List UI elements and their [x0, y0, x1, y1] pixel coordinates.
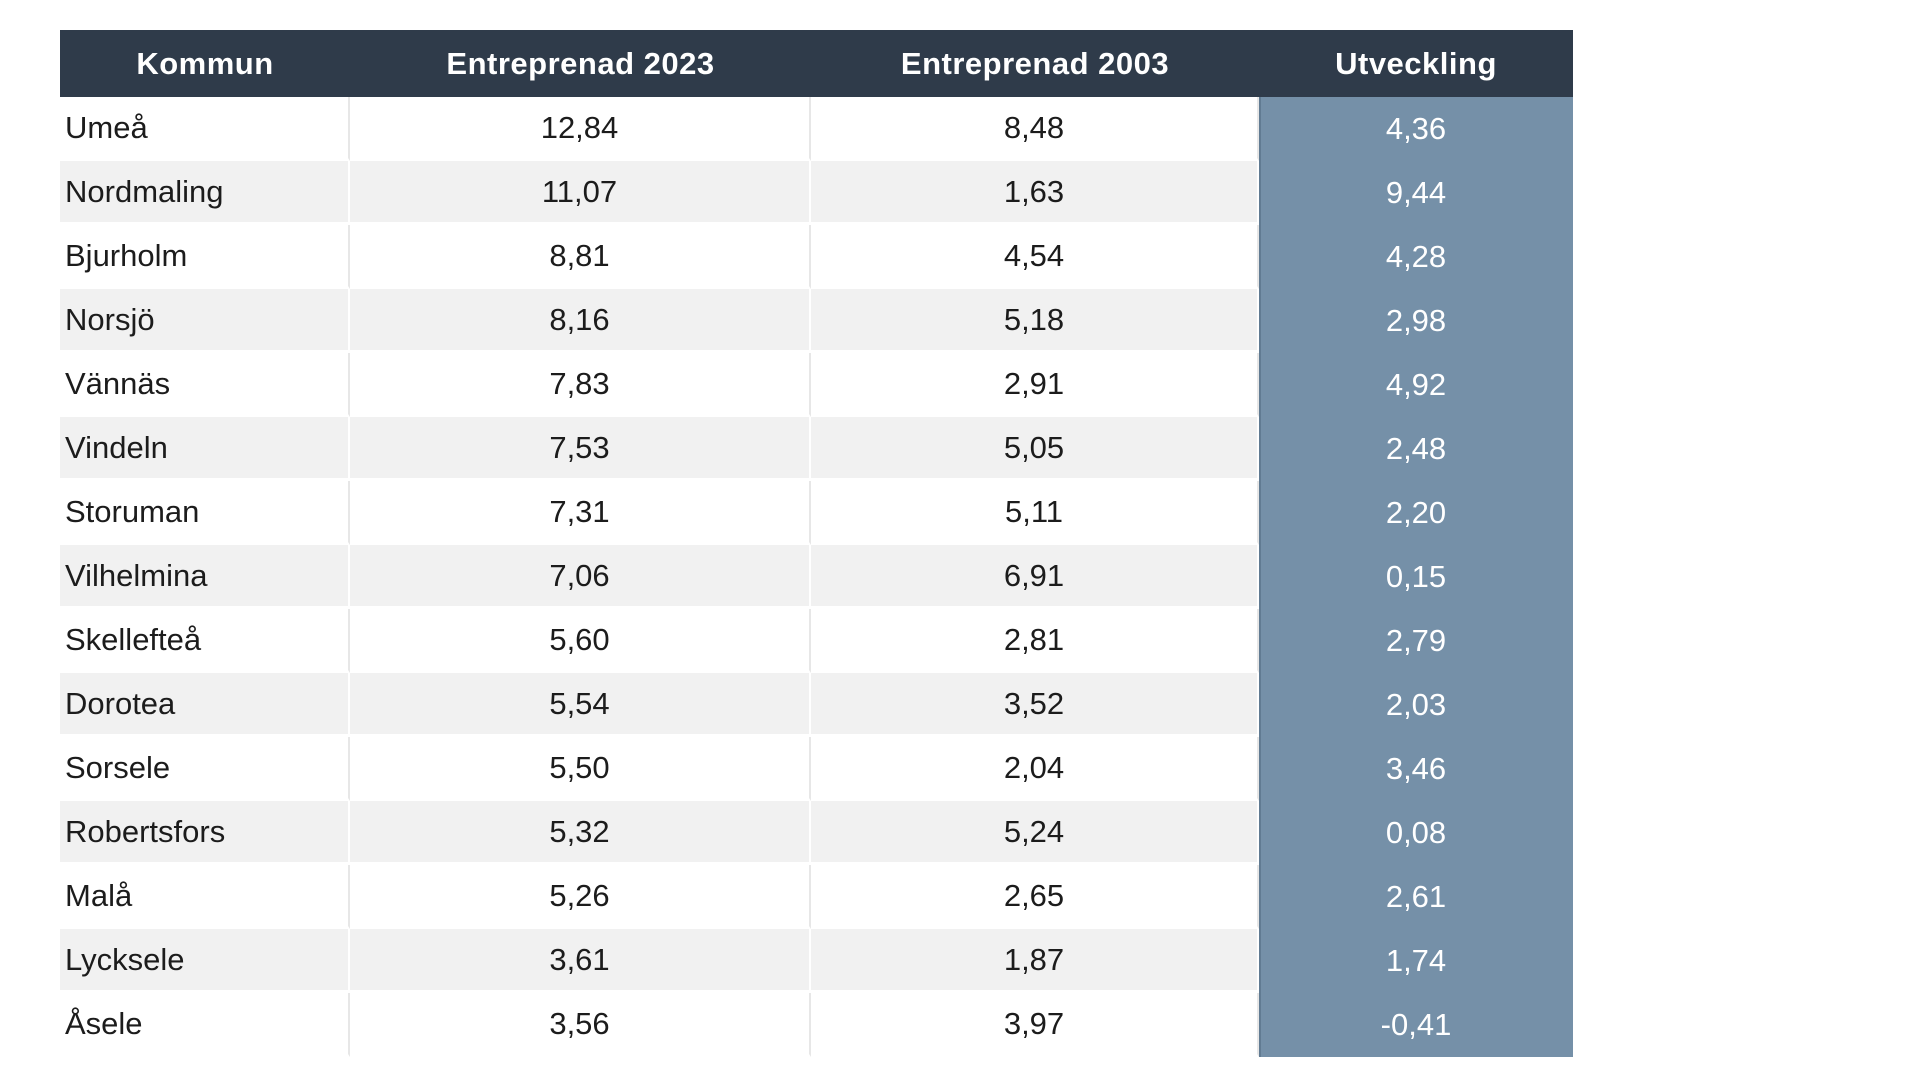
table-row: Nordmaling 11,07 1,63 9,44: [60, 161, 1573, 225]
cell-entreprenad-2003: 6,91: [811, 545, 1259, 609]
cell-entreprenad-2003: 1,63: [811, 161, 1259, 225]
cell-utveckling: 4,36: [1259, 97, 1573, 161]
cell-utveckling: 2,61: [1259, 865, 1573, 929]
cell-kommun: Robertsfors: [60, 801, 350, 865]
cell-entreprenad-2003: 2,65: [811, 865, 1259, 929]
table-body: Umeå 12,84 8,48 4,36 Nordmaling 11,07 1,63 9,44…: [60, 97, 1573, 1057]
cell-utveckling: -0,41: [1259, 993, 1573, 1057]
cell-entreprenad-2023: 5,54: [350, 673, 811, 737]
table-row: Vännäs 7,83 2,91 4,92: [60, 353, 1573, 417]
data-table: Kommun Entreprenad 2023 Entreprenad 2003…: [60, 30, 1573, 1057]
cell-kommun: Vilhelmina: [60, 545, 350, 609]
cell-entreprenad-2003: 2,04: [811, 737, 1259, 801]
cell-entreprenad-2023: 5,26: [350, 865, 811, 929]
cell-utveckling: 2,79: [1259, 609, 1573, 673]
cell-entreprenad-2023: 7,83: [350, 353, 811, 417]
table-row: Umeå 12,84 8,48 4,36: [60, 97, 1573, 161]
cell-utveckling: 4,92: [1259, 353, 1573, 417]
table-row: Vindeln 7,53 5,05 2,48: [60, 417, 1573, 481]
cell-kommun: Umeå: [60, 97, 350, 161]
cell-entreprenad-2003: 5,05: [811, 417, 1259, 481]
cell-entreprenad-2023: 8,16: [350, 289, 811, 353]
cell-entreprenad-2023: 5,60: [350, 609, 811, 673]
cell-entreprenad-2023: 7,53: [350, 417, 811, 481]
cell-entreprenad-2023: 11,07: [350, 161, 811, 225]
cell-entreprenad-2003: 5,11: [811, 481, 1259, 545]
cell-entreprenad-2003: 1,87: [811, 929, 1259, 993]
table-row: Åsele 3,56 3,97 -0,41: [60, 993, 1573, 1057]
cell-entreprenad-2003: 3,52: [811, 673, 1259, 737]
table-row: Storuman 7,31 5,11 2,20: [60, 481, 1573, 545]
cell-utveckling: 2,98: [1259, 289, 1573, 353]
cell-utveckling: 0,15: [1259, 545, 1573, 609]
table-row: Vilhelmina 7,06 6,91 0,15: [60, 545, 1573, 609]
table-row: Norsjö 8,16 5,18 2,98: [60, 289, 1573, 353]
cell-utveckling: 2,20: [1259, 481, 1573, 545]
table-row: Bjurholm 8,81 4,54 4,28: [60, 225, 1573, 289]
cell-utveckling: 2,48: [1259, 417, 1573, 481]
table-row: Skellefteå 5,60 2,81 2,79: [60, 609, 1573, 673]
cell-kommun: Åsele: [60, 993, 350, 1057]
cell-entreprenad-2023: 7,31: [350, 481, 811, 545]
cell-entreprenad-2003: 5,24: [811, 801, 1259, 865]
cell-entreprenad-2023: 3,61: [350, 929, 811, 993]
cell-entreprenad-2023: 5,50: [350, 737, 811, 801]
cell-utveckling: 4,28: [1259, 225, 1573, 289]
cell-utveckling: 3,46: [1259, 737, 1573, 801]
cell-entreprenad-2023: 7,06: [350, 545, 811, 609]
table-row: Malå 5,26 2,65 2,61: [60, 865, 1573, 929]
column-header-entreprenad-2023: Entreprenad 2023: [446, 45, 715, 81]
cell-entreprenad-2003: 5,18: [811, 289, 1259, 353]
cell-entreprenad-2023: 8,81: [350, 225, 811, 289]
column-header-kommun: Kommun: [136, 45, 274, 81]
cell-utveckling: 1,74: [1259, 929, 1573, 993]
table-row: Dorotea 5,54 3,52 2,03: [60, 673, 1573, 737]
cell-kommun: Dorotea: [60, 673, 350, 737]
cell-utveckling: 0,08: [1259, 801, 1573, 865]
cell-kommun: Malå: [60, 865, 350, 929]
cell-kommun: Norsjö: [60, 289, 350, 353]
cell-kommun: Storuman: [60, 481, 350, 545]
cell-entreprenad-2003: 2,81: [811, 609, 1259, 673]
cell-entreprenad-2023: 5,32: [350, 801, 811, 865]
column-header-entreprenad-2003: Entreprenad 2003: [900, 45, 1170, 81]
cell-entreprenad-2003: 8,48: [811, 97, 1259, 161]
cell-entreprenad-2023: 12,84: [350, 97, 811, 161]
cell-utveckling: 2,03: [1259, 673, 1573, 737]
cell-kommun: Bjurholm: [60, 225, 350, 289]
column-header-utveckling: Utveckling: [1335, 45, 1497, 81]
cell-kommun: Skellefteå: [60, 609, 350, 673]
cell-entreprenad-2003: 4,54: [811, 225, 1259, 289]
table-row: Sorsele 5,50 2,04 3,46: [60, 737, 1573, 801]
table-header-row: Kommun Entreprenad 2023 Entreprenad 2003…: [60, 30, 1573, 97]
cell-entreprenad-2023: 3,56: [350, 993, 811, 1057]
cell-kommun: Nordmaling: [60, 161, 350, 225]
cell-kommun: Vännäs: [60, 353, 350, 417]
cell-kommun: Sorsele: [60, 737, 350, 801]
cell-entreprenad-2003: 3,97: [811, 993, 1259, 1057]
cell-kommun: Lycksele: [60, 929, 350, 993]
cell-entreprenad-2003: 2,91: [811, 353, 1259, 417]
table-row: Robertsfors 5,32 5,24 0,08: [60, 801, 1573, 865]
cell-utveckling: 9,44: [1259, 161, 1573, 225]
table-row: Lycksele 3,61 1,87 1,74: [60, 929, 1573, 993]
cell-kommun: Vindeln: [60, 417, 350, 481]
